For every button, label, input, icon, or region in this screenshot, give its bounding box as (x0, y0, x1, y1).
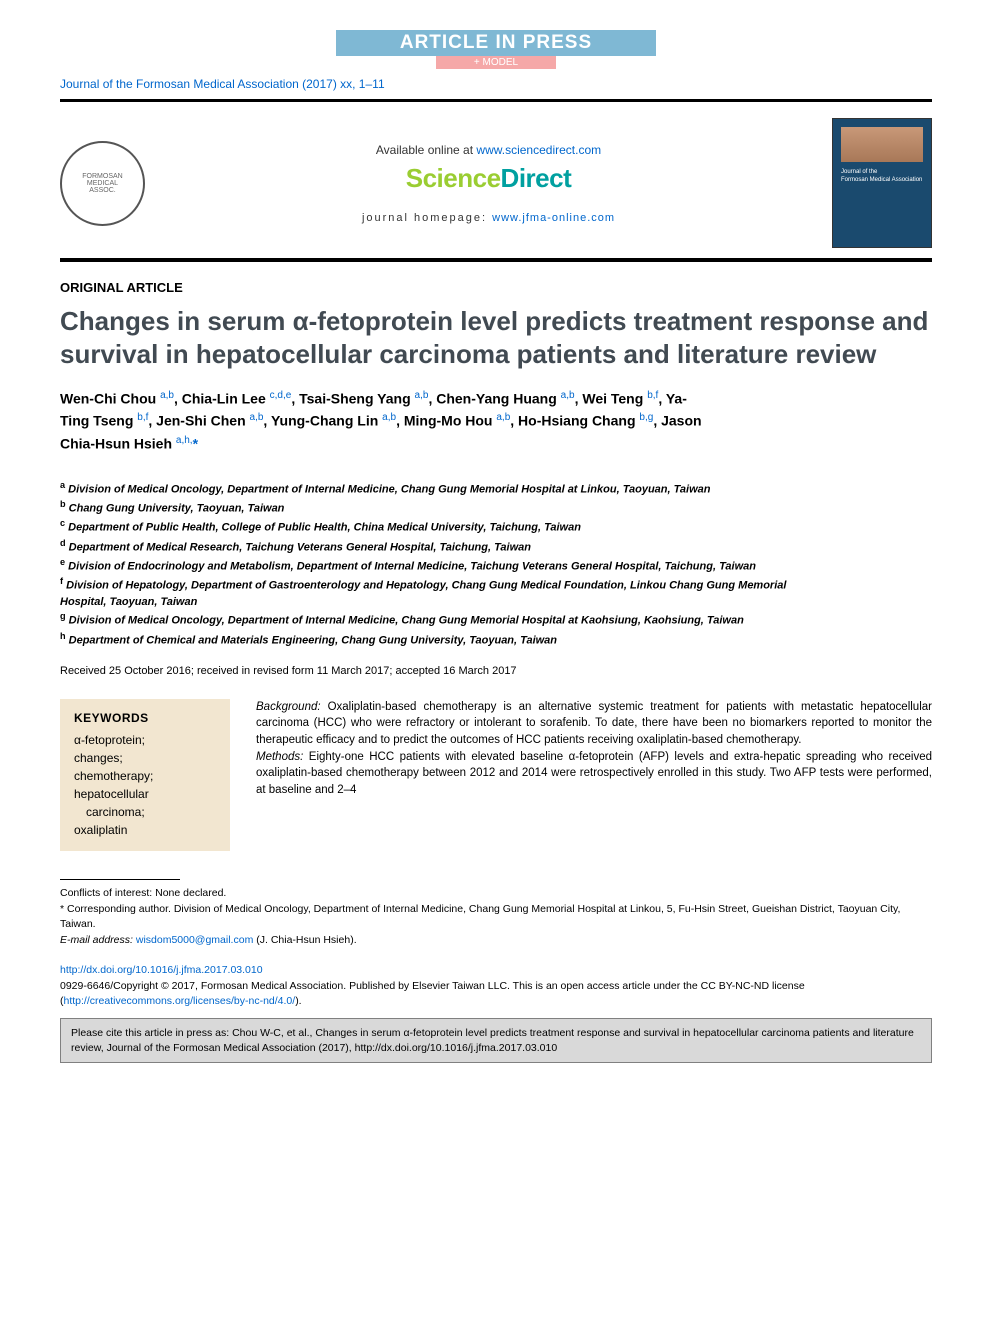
available-online-prefix: Available online at (376, 143, 477, 157)
email-link[interactable]: wisdom5000@gmail.com (136, 934, 253, 946)
abstract-background-label: Background: (256, 701, 321, 713)
cover-thumb-image (841, 127, 923, 162)
citation-url: http://dx.doi.org/10.1016/j.jfma.2017.03… (355, 1042, 558, 1054)
article-in-press-banner: ARTICLE IN PRESS (336, 30, 656, 56)
available-online: Available online at www.sciencedirect.co… (165, 143, 812, 157)
author-list: Wen-Chi Chou a,b, Chia-Lin Lee c,d,e, Ts… (60, 388, 710, 455)
email-suffix: (J. Chia-Hsun Hsieh). (253, 934, 356, 946)
email-label: E-mail address: (60, 934, 136, 946)
journal-cover-thumbnail: Journal of theFormosan Medical Associati… (832, 118, 932, 248)
abstract-text: Background: Oxaliplatin-based chemothera… (256, 699, 932, 851)
keywords-list: α-fetoprotein;changes;chemotherapy;hepat… (74, 731, 216, 839)
footnotes-rule (60, 879, 180, 880)
journal-seal-icon: FORMOSANMEDICALASSOC. (60, 141, 145, 226)
abstract-background-text: Oxaliplatin-based chemotherapy is an alt… (256, 701, 932, 746)
header-box: FORMOSANMEDICALASSOC. Available online a… (60, 112, 932, 258)
header-center: Available online at www.sciencedirect.co… (165, 143, 812, 224)
conflicts-of-interest: Conflicts of interest: None declared. (60, 886, 932, 902)
cover-thumb-text: Journal of theFormosan Medical Associati… (841, 169, 922, 185)
doi-block: http://dx.doi.org/10.1016/j.jfma.2017.03… (60, 963, 932, 1010)
journal-reference: Journal of the Formosan Medical Associat… (60, 77, 932, 91)
doi-link[interactable]: http://dx.doi.org/10.1016/j.jfma.2017.03… (60, 964, 263, 976)
keywords-box: KEYWORDS α-fetoprotein;changes;chemother… (60, 699, 230, 851)
sd-direct: Direct (501, 163, 572, 193)
journal-homepage: journal homepage: www.jfma-online.com (165, 212, 812, 224)
copyright-suffix: ). (295, 995, 301, 1007)
article-type: ORIGINAL ARTICLE (60, 280, 932, 295)
journal-homepage-link[interactable]: www.jfma-online.com (492, 212, 615, 224)
abstract-methods-text: Eighty-one HCC patients with elevated ba… (256, 751, 932, 796)
sciencedirect-logo: ScienceDirect (165, 163, 812, 194)
footnotes: Conflicts of interest: None declared. * … (60, 886, 932, 949)
header-rule-top (60, 99, 932, 102)
article-dates: Received 25 October 2016; received in re… (60, 665, 932, 677)
sd-science: Science (406, 163, 501, 193)
journal-homepage-prefix: journal homepage: (362, 212, 492, 224)
article-title: Changes in serum α-fetoprotein level pre… (60, 305, 932, 370)
abstract-methods-label: Methods: (256, 751, 303, 763)
sciencedirect-link[interactable]: www.sciencedirect.com (476, 143, 601, 157)
license-link[interactable]: http://creativecommons.org/licenses/by-n… (64, 995, 296, 1007)
keywords-title: KEYWORDS (74, 711, 216, 725)
affiliations-list: a Division of Medical Oncology, Departme… (60, 479, 800, 649)
model-banner: + MODEL (436, 56, 556, 69)
abstract-row: KEYWORDS α-fetoprotein;changes;chemother… (60, 699, 932, 851)
citation-box: Please cite this article in press as: Ch… (60, 1018, 932, 1063)
corresponding-author: * Corresponding author. Division of Medi… (60, 902, 932, 934)
header-rule-bottom (60, 258, 932, 262)
email-line: E-mail address: wisdom5000@gmail.com (J.… (60, 933, 932, 949)
